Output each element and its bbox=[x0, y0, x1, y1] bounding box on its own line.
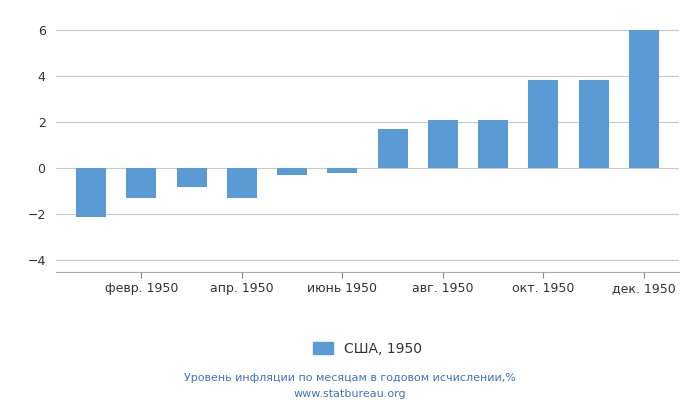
Bar bbox=[76, 168, 106, 217]
Bar bbox=[629, 30, 659, 168]
Bar bbox=[126, 168, 157, 198]
Bar bbox=[377, 129, 407, 168]
Bar bbox=[578, 80, 609, 168]
Bar bbox=[428, 120, 458, 168]
Bar bbox=[478, 120, 508, 168]
Text: Уровень инфляции по месяцам в годовом исчислении,%: Уровень инфляции по месяцам в годовом ис… bbox=[184, 373, 516, 383]
Bar bbox=[328, 168, 358, 173]
Legend: США, 1950: США, 1950 bbox=[307, 336, 428, 361]
Bar bbox=[176, 168, 206, 187]
Text: www.statbureau.org: www.statbureau.org bbox=[294, 389, 406, 399]
Bar bbox=[277, 168, 307, 175]
Bar bbox=[227, 168, 257, 198]
Bar bbox=[528, 80, 559, 168]
